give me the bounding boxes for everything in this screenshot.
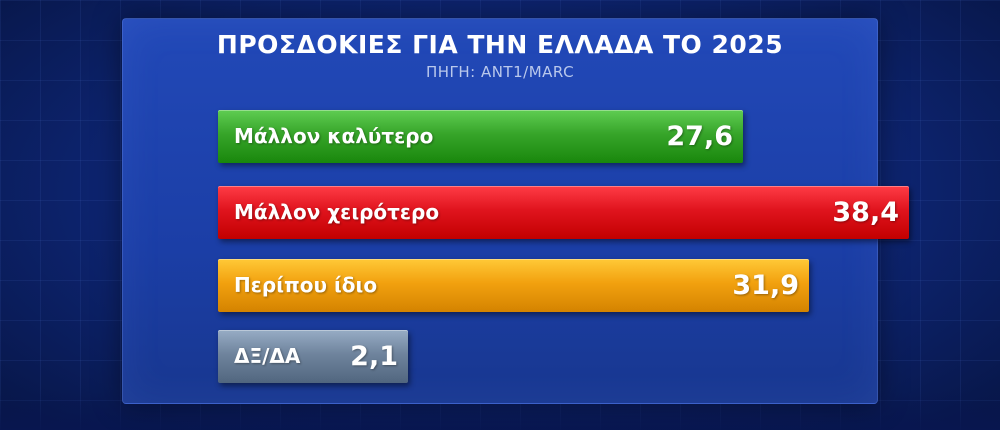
bar-label: Μάλλον καλύτερο	[234, 124, 434, 148]
bar: Μάλλον καλύτερο 27,6	[218, 110, 743, 163]
bar: ΔΞ/ΔΑ 2,1	[218, 330, 408, 383]
bar: Μάλλον χειρότερο 38,4	[218, 186, 909, 239]
bar-value-label: 27,6	[666, 121, 733, 152]
bar: Περίπου ίδιο 31,9	[218, 259, 809, 312]
bar-value-label: 2,1	[350, 341, 398, 372]
bar-label: ΔΞ/ΔΑ	[234, 344, 301, 368]
bar-label: Μάλλον χειρότερο	[234, 200, 440, 224]
bar-value-label: 38,4	[832, 197, 899, 228]
chart-title: ΠΡΟΣΔΟΚΙΕΣ ΓΙΑ ΤΗΝ ΕΛΛΑΔΑ ΤΟ 2025	[216, 30, 784, 59]
chart-subtitle: ΠΗΓΗ: ANT1/MARC	[425, 63, 575, 81]
bar-label: Περίπου ίδιο	[234, 273, 378, 297]
bar-value-label: 31,9	[732, 270, 799, 301]
